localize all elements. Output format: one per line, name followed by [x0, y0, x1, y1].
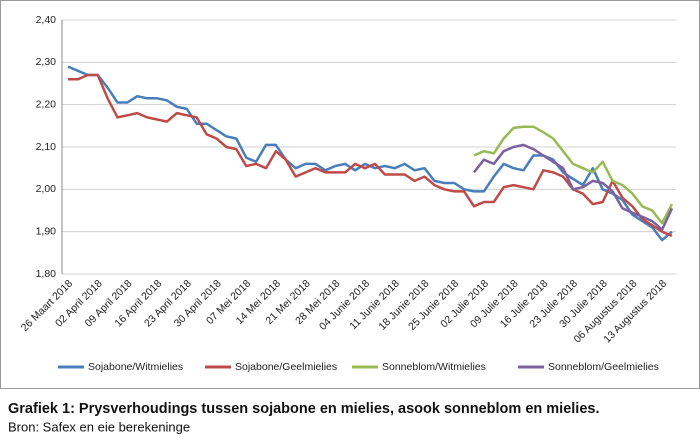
- chart-title: Grafiek 1: Prysverhoudings tussen sojabo…: [8, 401, 599, 417]
- legend-label: Sojabone/Geelmielies: [235, 361, 337, 373]
- y-tick-label: 2,40: [36, 14, 57, 26]
- y-tick-label: 2,20: [36, 98, 57, 110]
- series-line: [473, 143, 674, 231]
- y-tick-label: 1,90: [36, 225, 57, 237]
- series-line: [473, 125, 674, 225]
- chart-subtitle: Bron: Safex en eie berekeninge: [8, 419, 190, 434]
- legend-label: Sonneblom/Witmielies: [382, 361, 486, 373]
- y-tick-label: 2,10: [36, 141, 57, 153]
- legend-label: Sonneblom/Geelmielies: [548, 361, 659, 373]
- y-tick-label: 2,30: [36, 56, 57, 68]
- legend-label: Sojabone/Witmielies: [88, 361, 183, 373]
- y-tick-label: 2,00: [36, 183, 57, 195]
- y-tick-label: 1,80: [36, 268, 57, 280]
